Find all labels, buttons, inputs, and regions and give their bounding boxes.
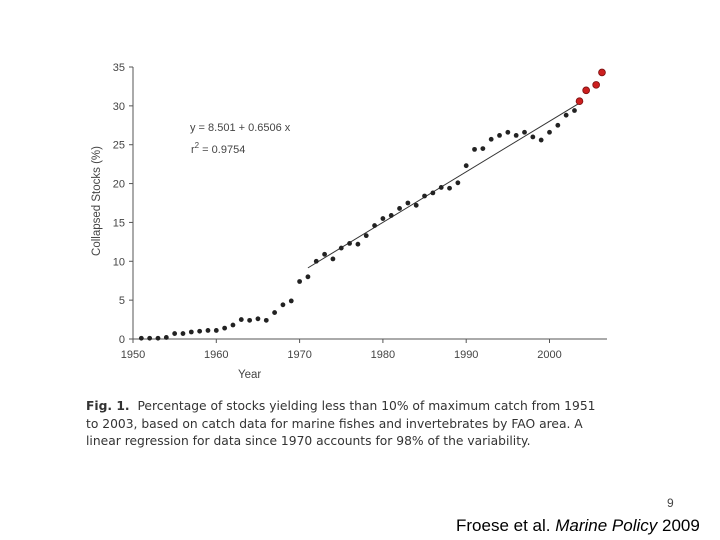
data-point [230,322,236,328]
page-number: 9 [667,496,674,510]
y-tick-label: 15 [113,217,125,229]
x-tick-label: 1950 [121,349,145,361]
data-point [563,112,569,118]
data-point [555,122,561,128]
citation-authors: Froese et al. [456,516,556,535]
regression-line [307,100,584,269]
citation-journal: Marine Policy [555,516,658,535]
data-point [313,258,319,264]
data-point [505,129,511,135]
regression-equation: y = 8.501 + 0.6506 x [190,122,291,134]
data-point [188,329,194,335]
y-tick-label: 30 [113,101,125,113]
r2-prefix: r [191,144,195,156]
collapsed-stocks-chart: 0 5 10 15 20 25 30 35 1950 1960 1970 1980 1990 2000 C… [91,62,607,381]
data-point [288,298,294,304]
data-point [538,137,544,143]
data-point [172,331,178,336]
data-point [255,316,261,322]
data-point [547,129,552,135]
y-tick-label: 20 [113,179,125,191]
data-point [472,146,477,152]
data-point [180,331,186,336]
x-tick-label: 1960 [204,349,228,361]
data-point [205,328,211,333]
citation: Froese et al. Marine Policy 2009 [456,516,700,536]
data-point [380,216,386,221]
data-point [147,335,153,341]
data-point [388,213,394,218]
ticks: 0 5 10 15 20 25 30 35 1950 1960 1970 1980 1990 2000 [113,62,562,361]
data-point [138,335,144,341]
data-point [497,132,502,138]
data-point [405,200,411,206]
caption-label: Fig. 1. [86,399,130,413]
x-tick-label: 1980 [371,349,395,361]
projected-point [598,68,606,77]
data-point [447,185,452,191]
caption-text: Percentage of stocks yielding less than … [86,399,596,448]
data-point [238,317,244,322]
data-point [430,190,436,196]
data-point [163,335,169,340]
data-point [397,206,402,211]
data-point [413,202,419,208]
data-point [305,274,311,280]
r2-exponent: 2 [195,141,200,150]
data-point [463,163,469,169]
data-point [355,241,361,247]
data-point [530,134,536,140]
data-point [480,146,486,152]
data-point [263,317,269,323]
y-tick-label: 0 [119,334,125,346]
y-tick-label: 5 [119,295,125,307]
r2-value: = 0.9754 [199,144,245,156]
axes [132,67,607,340]
data-point [338,245,344,251]
y-axis-title: Collapsed Stocks (%) [91,146,103,256]
x-tick-label: 2000 [537,349,561,361]
data-point [363,233,369,239]
data-point [322,251,327,257]
y-tick-label: 10 [113,256,125,268]
data-points [138,68,606,341]
data-point [222,325,228,331]
y-tick-label: 35 [113,62,125,74]
data-point [513,132,519,138]
data-point [372,223,377,228]
projected-point [575,97,584,105]
projected-point [592,81,600,89]
data-point [280,302,286,308]
data-point [572,108,577,113]
x-tick-label: 1970 [287,349,311,361]
data-point [247,317,253,323]
data-point [347,241,352,246]
r-squared-annotation: r2 = 0.9754 [191,141,245,156]
citation-year: 2009 [657,516,700,535]
figure-caption: Fig. 1. Percentage of stocks yielding le… [86,398,606,451]
data-point [438,185,444,190]
data-point [297,279,302,284]
data-point [155,335,161,341]
data-point [522,129,527,135]
data-point [422,193,427,199]
data-point [455,180,461,186]
data-point [272,310,278,315]
data-point [330,256,336,262]
projected-point [582,86,590,95]
data-point [488,136,494,142]
x-tick-label: 1990 [454,349,478,361]
data-point [213,328,219,333]
data-point [197,328,203,334]
x-axis-title: Year [238,369,261,381]
y-tick-label: 25 [113,140,125,152]
